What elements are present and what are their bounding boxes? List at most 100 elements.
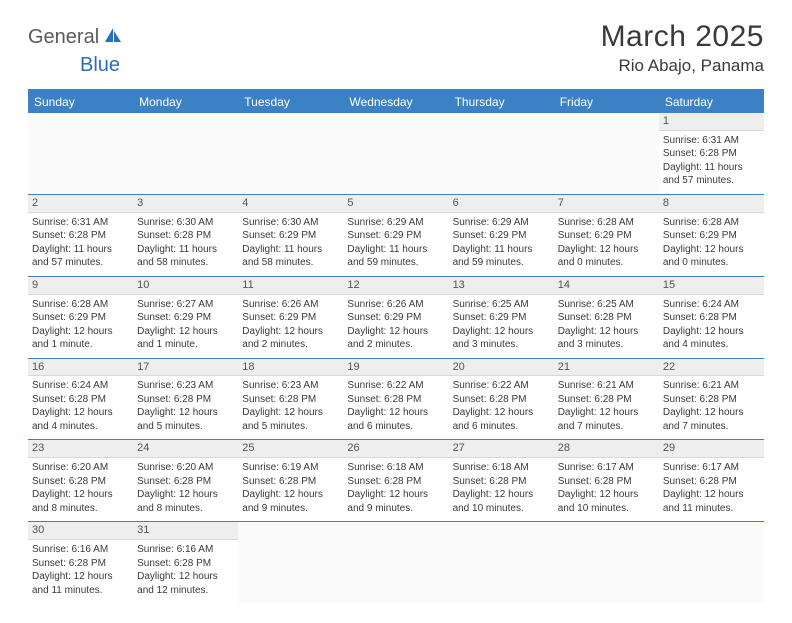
sunset-line: Sunset: 6:28 PM (558, 311, 655, 325)
day-number: 20 (449, 359, 554, 377)
calendar-cell (343, 522, 448, 603)
day-number: 14 (554, 277, 659, 295)
day-number: 12 (343, 277, 448, 295)
daylight-line: Daylight: 12 hours and 6 minutes. (453, 406, 550, 433)
day-number: 27 (449, 440, 554, 458)
calendar-week-row: 2Sunrise: 6:31 AMSunset: 6:28 PMDaylight… (28, 194, 764, 276)
calendar-cell (449, 113, 554, 194)
sunset-line: Sunset: 6:28 PM (558, 475, 655, 489)
month-title: March 2025 (601, 20, 764, 54)
calendar-cell: 10Sunrise: 6:27 AMSunset: 6:29 PMDayligh… (133, 276, 238, 358)
day-number: 15 (659, 277, 764, 295)
calendar-cell (343, 113, 448, 194)
sunset-line: Sunset: 6:29 PM (558, 229, 655, 243)
calendar-cell: 22Sunrise: 6:21 AMSunset: 6:28 PMDayligh… (659, 358, 764, 440)
page: General March 2025 Rio Abajo, Panama Blu… (0, 0, 792, 623)
calendar-cell: 13Sunrise: 6:25 AMSunset: 6:29 PMDayligh… (449, 276, 554, 358)
sunrise-line: Sunrise: 6:22 AM (347, 379, 444, 393)
calendar-cell (449, 522, 554, 603)
sunset-line: Sunset: 6:29 PM (32, 311, 129, 325)
sunrise-line: Sunrise: 6:16 AM (32, 543, 129, 557)
sunset-line: Sunset: 6:29 PM (242, 229, 339, 243)
calendar-table: Sunday Monday Tuesday Wednesday Thursday… (28, 91, 764, 603)
sunrise-line: Sunrise: 6:23 AM (242, 379, 339, 393)
sunset-line: Sunset: 6:28 PM (32, 475, 129, 489)
calendar-cell: 20Sunrise: 6:22 AMSunset: 6:28 PMDayligh… (449, 358, 554, 440)
sunset-line: Sunset: 6:29 PM (137, 311, 234, 325)
sunset-line: Sunset: 6:29 PM (663, 229, 760, 243)
sunset-line: Sunset: 6:28 PM (32, 393, 129, 407)
day-number: 6 (449, 195, 554, 213)
sunrise-line: Sunrise: 6:19 AM (242, 461, 339, 475)
calendar-cell (659, 522, 764, 603)
daylight-line: Daylight: 12 hours and 10 minutes. (558, 488, 655, 515)
daylight-line: Daylight: 11 hours and 59 minutes. (453, 243, 550, 270)
sunrise-line: Sunrise: 6:16 AM (137, 543, 234, 557)
sunset-line: Sunset: 6:29 PM (347, 311, 444, 325)
sunrise-line: Sunrise: 6:24 AM (32, 379, 129, 393)
sunset-line: Sunset: 6:29 PM (453, 229, 550, 243)
day-number: 10 (133, 277, 238, 295)
col-monday: Monday (133, 91, 238, 113)
sunset-line: Sunset: 6:28 PM (453, 393, 550, 407)
sunrise-line: Sunrise: 6:18 AM (453, 461, 550, 475)
calendar-cell: 14Sunrise: 6:25 AMSunset: 6:28 PMDayligh… (554, 276, 659, 358)
calendar-cell: 25Sunrise: 6:19 AMSunset: 6:28 PMDayligh… (238, 440, 343, 522)
day-number: 18 (238, 359, 343, 377)
calendar-week-row: 1Sunrise: 6:31 AMSunset: 6:28 PMDaylight… (28, 113, 764, 194)
sunset-line: Sunset: 6:28 PM (347, 475, 444, 489)
calendar-cell: 29Sunrise: 6:17 AMSunset: 6:28 PMDayligh… (659, 440, 764, 522)
calendar-week-row: 16Sunrise: 6:24 AMSunset: 6:28 PMDayligh… (28, 358, 764, 440)
calendar-header-row: Sunday Monday Tuesday Wednesday Thursday… (28, 91, 764, 113)
sunrise-line: Sunrise: 6:30 AM (242, 216, 339, 230)
daylight-line: Daylight: 12 hours and 12 minutes. (137, 570, 234, 597)
daylight-line: Daylight: 12 hours and 7 minutes. (558, 406, 655, 433)
calendar-cell: 6 Sunrise: 6:29 AMSunset: 6:29 PMDaylight… (449, 194, 554, 276)
sunset-line: Sunset: 6:28 PM (137, 475, 234, 489)
calendar-cell: 8Sunrise: 6:28 AMSunset: 6:29 PMDaylight… (659, 194, 764, 276)
day-number: 31 (133, 522, 238, 540)
day-number: 1 (659, 113, 764, 131)
day-number: 5 (343, 195, 448, 213)
day-number: 30 (28, 522, 133, 540)
sunrise-line: Sunrise: 6:28 AM (558, 216, 655, 230)
sunrise-line: Sunrise: 6:29 AM (453, 216, 550, 230)
calendar-cell (554, 113, 659, 194)
day-number: 17 (133, 359, 238, 377)
daylight-line: Daylight: 12 hours and 1 minute. (32, 325, 129, 352)
col-saturday: Saturday (659, 91, 764, 113)
daylight-line: Daylight: 12 hours and 4 minutes. (32, 406, 129, 433)
daylight-line: Daylight: 12 hours and 9 minutes. (347, 488, 444, 515)
daylight-line: Daylight: 12 hours and 11 minutes. (663, 488, 760, 515)
sunset-line: Sunset: 6:28 PM (137, 393, 234, 407)
daylight-line: Daylight: 11 hours and 57 minutes. (663, 161, 760, 188)
sunrise-line: Sunrise: 6:30 AM (137, 216, 234, 230)
calendar-cell: 15Sunrise: 6:24 AMSunset: 6:28 PMDayligh… (659, 276, 764, 358)
sunrise-line: Sunrise: 6:26 AM (347, 298, 444, 312)
daylight-line: Daylight: 12 hours and 9 minutes. (242, 488, 339, 515)
logo-text-general: General (28, 26, 99, 49)
daylight-line: Daylight: 12 hours and 4 minutes. (663, 325, 760, 352)
calendar-cell: 18Sunrise: 6:23 AMSunset: 6:28 PMDayligh… (238, 358, 343, 440)
sunset-line: Sunset: 6:28 PM (663, 393, 760, 407)
calendar-cell (238, 113, 343, 194)
col-friday: Friday (554, 91, 659, 113)
calendar-cell: 11Sunrise: 6:26 AMSunset: 6:29 PMDayligh… (238, 276, 343, 358)
calendar-cell: 12 Sunrise: 6:26 AMSunset: 6:29 PMDayligh… (343, 276, 448, 358)
calendar-cell: 1Sunrise: 6:31 AMSunset: 6:28 PMDaylight… (659, 113, 764, 194)
sunrise-line: Sunrise: 6:23 AM (137, 379, 234, 393)
sunset-line: Sunset: 6:29 PM (242, 311, 339, 325)
sunset-line: Sunset: 6:28 PM (663, 475, 760, 489)
sunrise-line: Sunrise: 6:24 AM (663, 298, 760, 312)
daylight-line: Daylight: 12 hours and 2 minutes. (347, 325, 444, 352)
calendar-wrap: Sunday Monday Tuesday Wednesday Thursday… (28, 89, 764, 603)
sunrise-line: Sunrise: 6:17 AM (558, 461, 655, 475)
day-number: 22 (659, 359, 764, 377)
logo-text-blue: Blue (80, 54, 120, 76)
day-number: 25 (238, 440, 343, 458)
day-number: 9 (28, 277, 133, 295)
daylight-line: Daylight: 11 hours and 57 minutes. (32, 243, 129, 270)
calendar-week-row: 9Sunrise: 6:28 AMSunset: 6:29 PMDaylight… (28, 276, 764, 358)
calendar-cell: 16Sunrise: 6:24 AMSunset: 6:28 PMDayligh… (28, 358, 133, 440)
sunrise-line: Sunrise: 6:31 AM (32, 216, 129, 230)
